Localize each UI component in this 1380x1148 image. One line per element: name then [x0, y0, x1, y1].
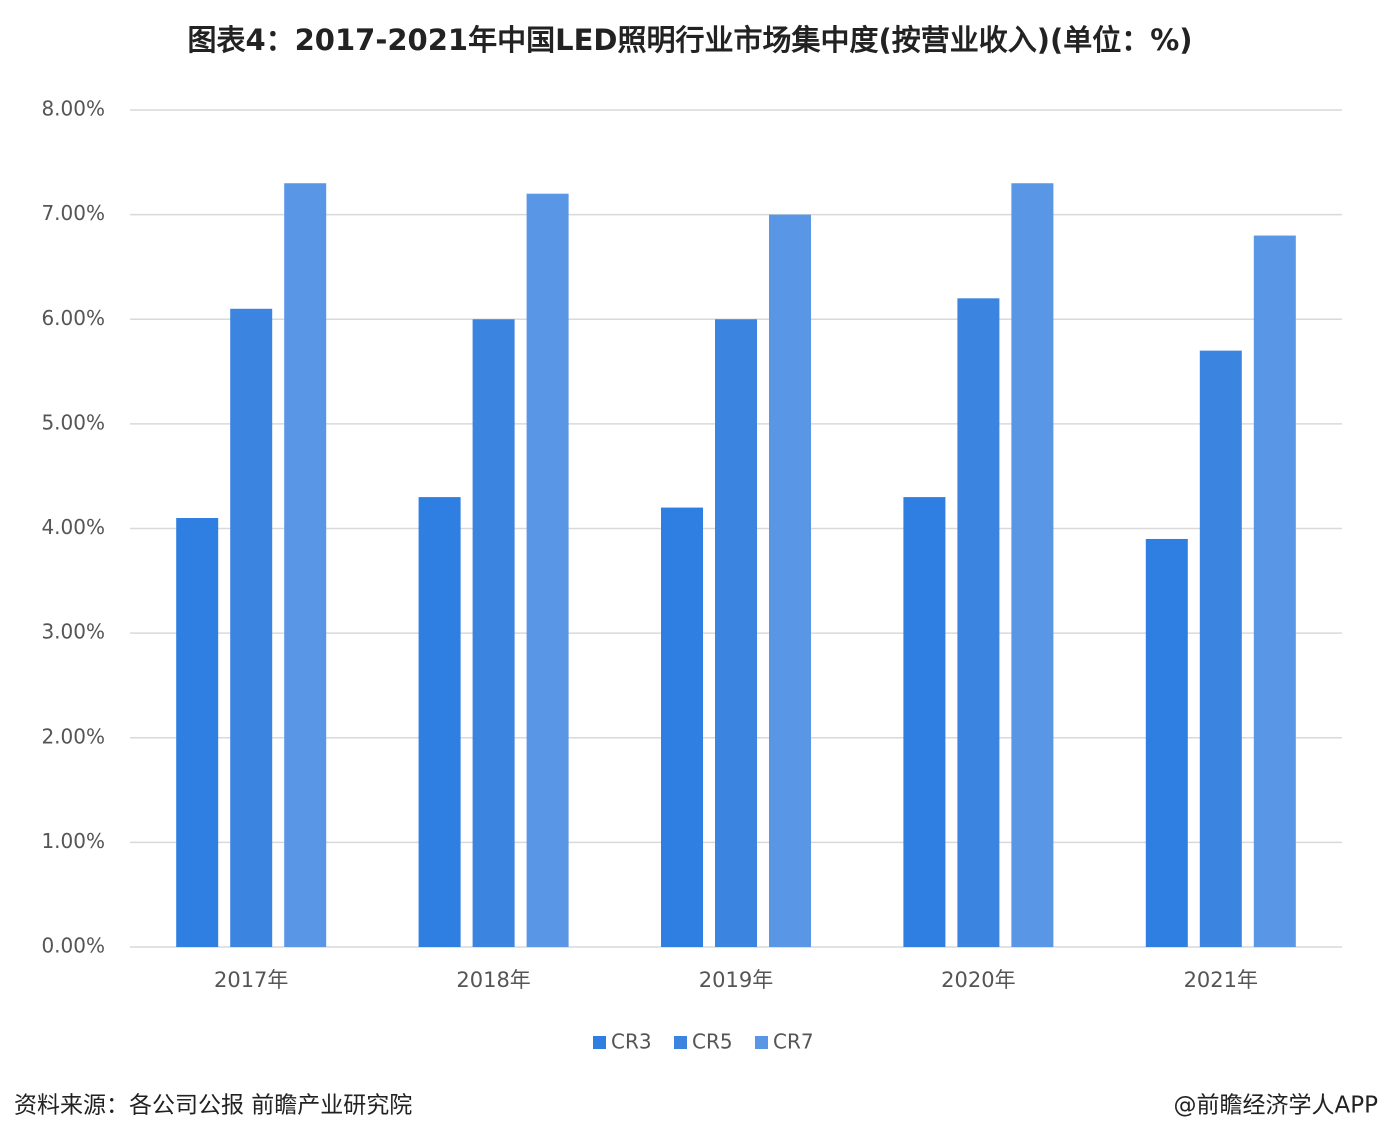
- legend-label: CR3: [611, 1030, 652, 1054]
- x-tick-label: 2020年: [941, 968, 1015, 992]
- bar: [230, 308, 273, 948]
- x-tick-label: 2021年: [1184, 968, 1258, 992]
- y-tick-label: 2.00%: [41, 724, 105, 748]
- y-tick-label: 0.00%: [41, 934, 105, 958]
- bar: [715, 319, 757, 947]
- bar: [1145, 538, 1188, 947]
- y-tick-label: 4.00%: [41, 515, 105, 539]
- bar: [1011, 183, 1054, 948]
- legend-label: CR7: [773, 1030, 814, 1054]
- y-tick-label: 1.00%: [41, 829, 105, 853]
- source: 资料来源：各公司公报 前瞻产业研究院: [14, 1093, 412, 1119]
- legend-swatch: [674, 1036, 687, 1049]
- y-tick-label: 7.00%: [41, 201, 105, 225]
- chart-title: 图表4：2017-2021年中国LED照明行业市场集中度(按营业收入)(单位：%…: [187, 23, 1192, 57]
- x-tick-label: 2019年: [699, 968, 773, 992]
- bar: [284, 183, 327, 948]
- bar: [176, 518, 219, 947]
- bar: [957, 298, 1000, 947]
- legend-swatch: [755, 1036, 768, 1049]
- y-tick-label: 3.00%: [41, 620, 105, 644]
- bar: [769, 214, 811, 947]
- x-tick-label: 2017年: [214, 968, 288, 992]
- credit: @前瞻经济学人APP: [1174, 1093, 1379, 1119]
- bar: [903, 497, 946, 947]
- x-tick-label: 2018年: [456, 968, 530, 992]
- legend-swatch: [593, 1036, 606, 1049]
- bar: [1199, 350, 1242, 947]
- bar: [661, 507, 703, 947]
- bar: [418, 497, 461, 947]
- bar: [1253, 235, 1296, 948]
- legend-label: CR5: [692, 1030, 733, 1054]
- bar: [472, 319, 515, 947]
- y-tick-label: 6.00%: [41, 306, 105, 330]
- bar: [526, 193, 569, 947]
- y-tick-label: 8.00%: [41, 97, 105, 121]
- y-tick-label: 5.00%: [41, 410, 105, 434]
